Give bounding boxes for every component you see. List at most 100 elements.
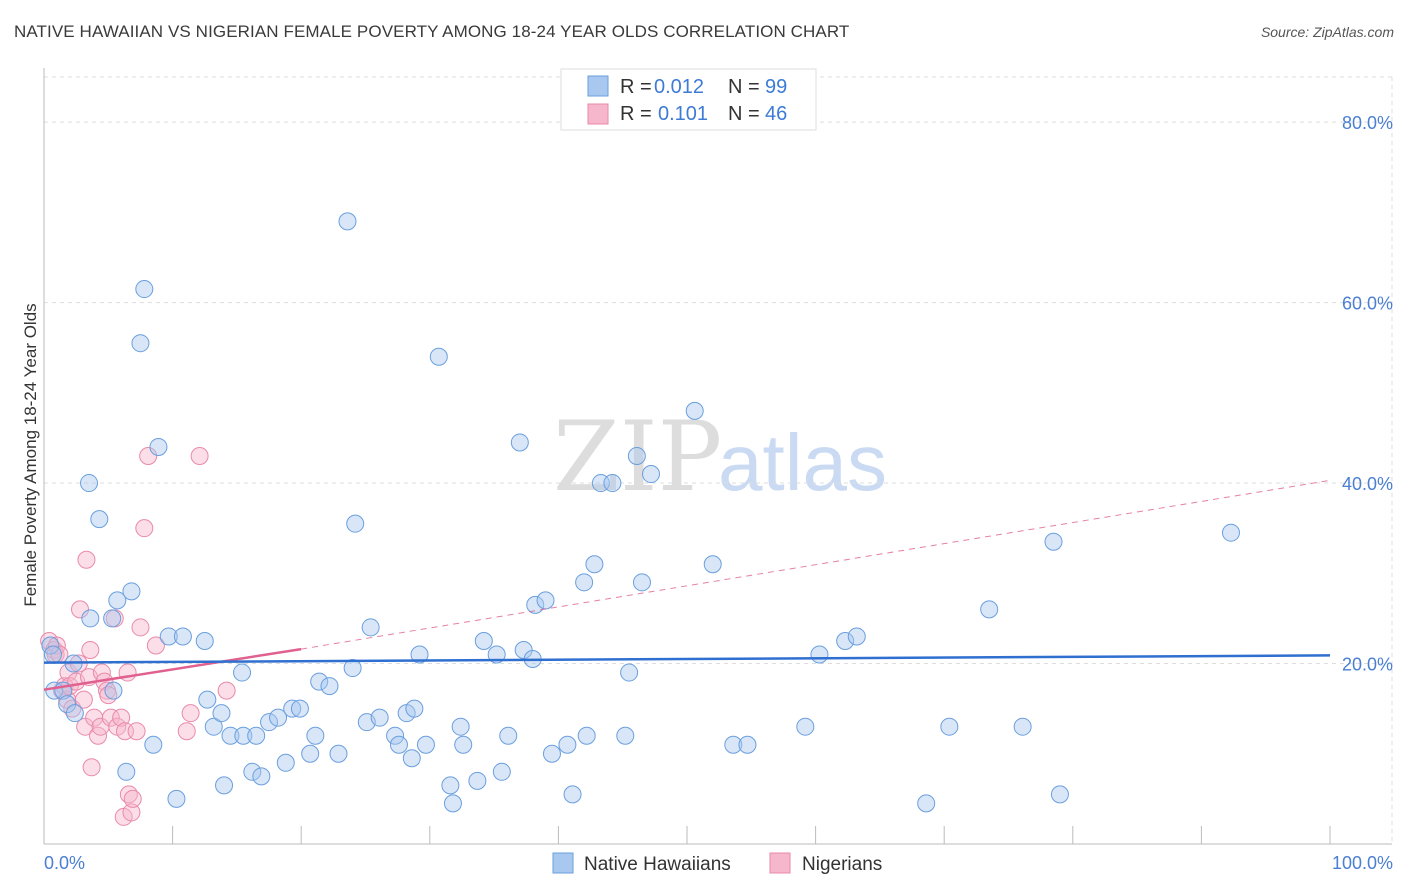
native-hawaiians-point — [260, 713, 279, 732]
watermark: ZIP atlas — [553, 401, 887, 513]
legend-n-value-1: 99 — [765, 76, 787, 98]
native-hawaiians-point — [135, 280, 154, 299]
source-label: Source: ZipAtlas.com — [1260, 24, 1394, 40]
bottom-legend: Native Hawaiians Nigerians — [552, 852, 882, 875]
native-hawaiians-point — [836, 631, 855, 650]
native-hawaiians-point — [215, 776, 234, 795]
native-hawaiians-point — [526, 595, 545, 614]
native-hawaiians-point — [738, 735, 757, 754]
native-hawaiians-point — [1050, 785, 1069, 804]
native-hawaiians-point — [441, 776, 460, 795]
native-hawaiians-point — [234, 726, 253, 745]
native-hawaiians-point — [58, 695, 77, 714]
native-hawaiians-point — [221, 726, 240, 745]
bottom-legend-native-hawaiians: Native Hawaiians — [584, 854, 731, 875]
native-hawaiians-point — [603, 474, 622, 493]
nigerians-point — [81, 640, 100, 659]
nigerians-point — [127, 722, 146, 741]
trend-lines — [43, 479, 1331, 691]
native-hawaiians-point — [131, 334, 150, 353]
native-hawaiians-point — [306, 726, 325, 745]
legend-r-value-1: 0.012 — [654, 76, 704, 98]
y-tick-label: 60.0% — [1342, 294, 1393, 314]
nigerians-point — [59, 663, 78, 682]
native-hawaiians-point — [320, 677, 339, 696]
legend-r-label-1: R = — [620, 76, 652, 98]
native-hawaiians-point — [796, 717, 815, 736]
native-hawaiians-point — [620, 663, 639, 682]
native-hawaiians-point — [1221, 523, 1240, 542]
native-hawaiians-point — [685, 401, 704, 420]
native-hawaiians-point — [451, 717, 470, 736]
native-hawaiians-point — [402, 749, 421, 768]
native-hawaiians-point — [940, 717, 959, 736]
native-hawaiians-point — [474, 631, 493, 650]
native-hawaiians-point — [204, 717, 223, 736]
native-hawaiians-point — [290, 699, 309, 718]
native-hawaiians-point — [454, 735, 473, 754]
bottom-legend-swatch-pink — [769, 852, 791, 874]
native-hawaiians-points — [41, 212, 1240, 813]
native-hawaiians-point — [247, 726, 266, 745]
y-tick-label: 40.0% — [1342, 474, 1393, 494]
native-hawaiians-point — [233, 663, 252, 682]
native-hawaiians-point — [405, 699, 424, 718]
nigerians-point — [123, 789, 142, 808]
nigerians-point — [217, 681, 236, 700]
native-hawaiians-point — [346, 514, 365, 533]
native-hawaiians-point — [558, 735, 577, 754]
nigerians-point — [181, 704, 200, 723]
native-hawaiians-point — [108, 591, 127, 610]
native-hawaiians-point — [343, 659, 362, 678]
x-tick-label-max: 100.0% — [1332, 853, 1393, 873]
bottom-legend-swatch-blue — [552, 852, 574, 874]
y-tick-label: 20.0% — [1342, 655, 1393, 675]
nigerians-point — [122, 803, 141, 822]
legend-r-value-2: 0.101 — [658, 103, 708, 125]
native-hawaiians-point — [90, 510, 109, 529]
native-hawaiians-point — [1044, 532, 1063, 551]
legend: R = 0.012 N = 99 R = 0.101 N = 46 — [560, 68, 817, 131]
native-hawaiians-point — [117, 762, 136, 781]
bottom-legend-nigerians: Nigerians — [802, 854, 882, 875]
native-hawaiians-point — [122, 582, 141, 601]
native-hawaiians-point — [44, 645, 63, 664]
x-tick-label-min: 0.0% — [44, 853, 85, 873]
native-hawaiians-point — [632, 573, 651, 592]
nigerians-point — [74, 690, 93, 709]
native-hawaiians-point — [514, 640, 533, 659]
native-hawaiians-point — [577, 726, 596, 745]
native-hawaiians-point — [499, 726, 518, 745]
nigerians-trend-extension — [301, 479, 1331, 650]
native-hawaiians-point — [103, 609, 122, 628]
native-hawaiians-point — [641, 465, 660, 484]
y-tick-label: 80.0% — [1342, 113, 1393, 133]
native-hawaiians-point — [269, 708, 288, 727]
native-hawaiians-point — [198, 690, 217, 709]
native-hawaiians-point — [389, 735, 408, 754]
native-hawaiians-point — [65, 704, 84, 723]
native-hawaiians-point — [386, 726, 405, 745]
nigerians-point — [131, 618, 150, 637]
native-hawaiians-point — [980, 600, 999, 619]
legend-n-value-2: 46 — [765, 103, 787, 125]
native-hawaiians-point — [370, 708, 389, 727]
nigerians-point — [76, 717, 95, 736]
native-hawaiians-point — [283, 699, 302, 718]
native-hawaiians-point — [410, 645, 429, 664]
native-hawaiians-point — [616, 726, 635, 745]
native-hawaiians-point — [276, 753, 295, 772]
nigerians-point — [139, 446, 158, 465]
nigerians-point — [177, 722, 196, 741]
nigerians-trend-line — [43, 647, 302, 691]
native-hawaiians-point — [443, 794, 462, 813]
native-hawaiians-point — [536, 591, 555, 610]
nigerians-point — [112, 708, 131, 727]
axes — [43, 68, 1392, 845]
native-hawaiians-point — [1013, 717, 1032, 736]
native-hawaiians-trend-line — [43, 654, 1331, 664]
chart-title: NATIVE HAWAIIAN VS NIGERIAN FEMALE POVER… — [14, 22, 850, 41]
native-hawaiians-point — [301, 744, 320, 763]
native-hawaiians-point — [810, 645, 829, 664]
